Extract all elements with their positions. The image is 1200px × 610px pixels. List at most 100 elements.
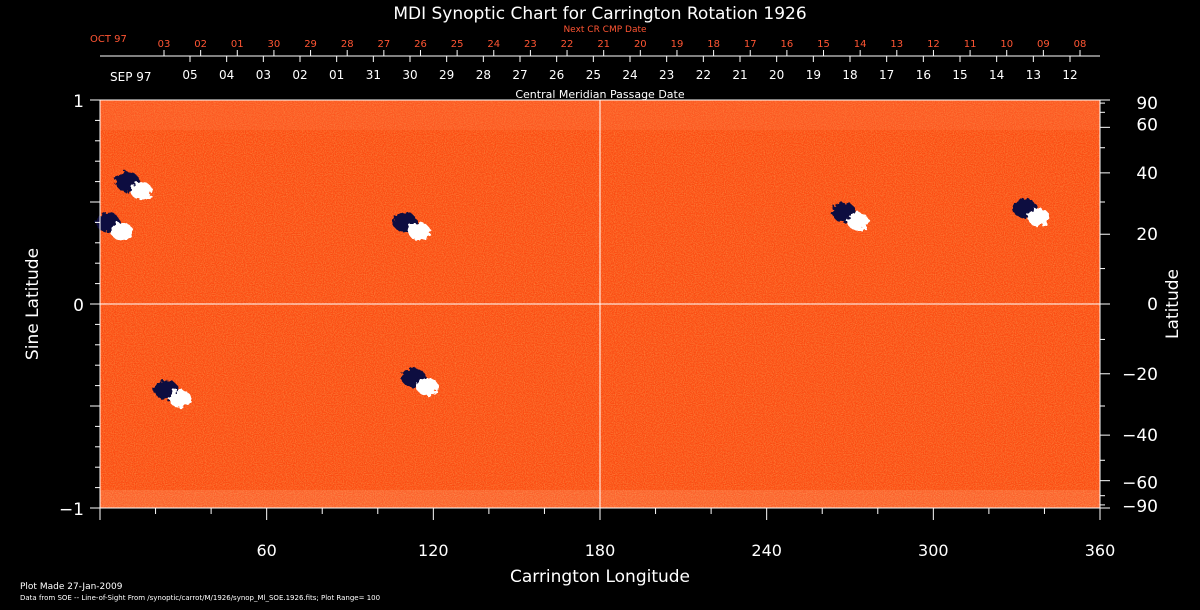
left-axis: 1 0 −1 <box>59 92 100 520</box>
next-cr-date-label: 22 <box>561 39 574 50</box>
top-date-label: 28 <box>476 68 491 82</box>
top-date-label: 17 <box>879 68 894 82</box>
data-source-text: Data from SOE -- Line-of-Sight From /syn… <box>20 594 380 602</box>
next-cr-date-label: 27 <box>377 39 390 50</box>
top-date-label: 21 <box>732 68 747 82</box>
top-date-label: 20 <box>769 68 784 82</box>
top-axis-label: Central Meridian Passage Date <box>515 88 684 101</box>
active-region <box>115 171 153 200</box>
y-tick-label-right: 20 <box>1136 225 1158 245</box>
y-tick-label-right: 0 <box>1147 295 1158 315</box>
next-cr-date-label: 13 <box>890 39 903 50</box>
top-date-label: 23 <box>659 68 674 82</box>
next-cr-date-label: 11 <box>964 39 977 50</box>
next-cr-date-label: 12 <box>927 39 940 50</box>
next-cr-date-label: 08 <box>1074 39 1087 50</box>
active-region <box>95 212 133 241</box>
y-tick-label-right: 40 <box>1136 164 1158 184</box>
next-cr-date-label: 25 <box>451 39 464 50</box>
next-cr-date-label: 28 <box>341 39 354 50</box>
top-date-label: 18 <box>842 68 857 82</box>
x-tick-label: 240 <box>751 541 782 560</box>
y-tick-label-right: 90 <box>1136 94 1158 114</box>
positive-polarity <box>416 377 439 396</box>
top-date-label: 26 <box>549 68 564 82</box>
next-cr-label: Next CR CMP Date <box>563 25 647 35</box>
positive-polarity <box>110 222 133 241</box>
top-date-label: 19 <box>806 68 821 82</box>
active-region <box>154 379 192 408</box>
chart-title: MDI Synoptic Chart for Carrington Rotati… <box>393 4 806 24</box>
y-axis-label-left: Sine Latitude <box>23 248 43 360</box>
next-cr-date-label: 14 <box>854 39 867 50</box>
next-cr-date-label: 21 <box>597 39 610 50</box>
positive-polarity <box>408 222 431 241</box>
next-cr-dates: 03 02 01 30 29 28 27 26 25 24 23 22 21 20 19 18 17 16 15 14… <box>158 39 1087 56</box>
top-date-label: 04 <box>219 68 234 82</box>
next-cr-date-label: 30 <box>268 39 281 50</box>
top-date-label: 30 <box>402 68 417 82</box>
x-tick-label: 180 <box>585 541 616 560</box>
y-tick-label-left: 1 <box>73 92 84 112</box>
active-region <box>401 367 439 396</box>
next-cr-date-label: 24 <box>487 39 500 50</box>
next-cr-date-label: 23 <box>524 39 537 50</box>
x-axis-label: Carrington Longitude <box>510 567 690 587</box>
active-region <box>1012 198 1050 227</box>
next-cr-date-label: 29 <box>304 39 317 50</box>
top-date-label: 15 <box>952 68 967 82</box>
top-date-label: 27 <box>512 68 527 82</box>
top-date-label: 12 <box>1062 68 1077 82</box>
active-regions <box>95 171 1050 408</box>
y-tick-label-right: −60 <box>1122 474 1158 494</box>
top-date-label: 24 <box>622 68 637 82</box>
y-tick-label-right: −20 <box>1122 365 1158 385</box>
x-tick-label: 60 <box>256 541 276 560</box>
next-cr-date-label: 01 <box>231 39 244 50</box>
next-cr-date-label: 18 <box>707 39 720 50</box>
next-cr-date-label: 20 <box>634 39 647 50</box>
next-cr-date-label: 02 <box>194 39 207 50</box>
positive-polarity <box>169 389 192 408</box>
y-axis-label-right: Latitude <box>1163 269 1183 339</box>
next-cr-date-label: 26 <box>414 39 427 50</box>
next-cr-date-label: 15 <box>817 39 830 50</box>
top-date-label: 25 <box>586 68 601 82</box>
y-tick-label-left: −1 <box>59 500 84 520</box>
top-date-label: 05 <box>182 68 197 82</box>
top-axis-dates: 05 04 03 02 01 31 30 29 28 27 26 25 24 23 22 21 20 19 18 17… <box>182 56 1078 82</box>
y-tick-label-right: −90 <box>1122 497 1158 517</box>
top-date-label: 31 <box>366 68 381 82</box>
top-date-label: 03 <box>256 68 271 82</box>
active-region <box>832 202 869 231</box>
x-tick-label: 360 <box>1085 541 1116 560</box>
positive-polarity <box>847 212 869 231</box>
top-axis-month-label: SEP 97 <box>110 70 152 84</box>
active-region <box>393 212 431 241</box>
top-date-label: 13 <box>1026 68 1041 82</box>
top-date-label: 29 <box>439 68 454 82</box>
next-cr-date-label: 10 <box>1000 39 1013 50</box>
top-date-label: 02 <box>292 68 307 82</box>
positive-polarity <box>130 181 153 200</box>
x-tick-label: 120 <box>418 541 449 560</box>
next-cr-date-label: 09 <box>1037 39 1050 50</box>
positive-polarity <box>1027 208 1050 227</box>
next-cr-date-label: 03 <box>158 39 171 50</box>
next-cr-date-label: 16 <box>781 39 794 50</box>
bottom-axis: 60 120 180 240 300 360 <box>99 508 1116 560</box>
next-cr-date-label: 17 <box>744 39 757 50</box>
x-tick-label: 300 <box>918 541 949 560</box>
top-date-label: 22 <box>696 68 711 82</box>
magnetogram-map <box>95 99 1101 509</box>
top-date-label: 14 <box>989 68 1004 82</box>
top-date-label: 16 <box>916 68 931 82</box>
y-tick-label-right: 60 <box>1136 115 1158 135</box>
next-cr-date-label: 19 <box>671 39 684 50</box>
next-cr-month-label: OCT 97 <box>90 34 127 45</box>
y-tick-label-left: 0 <box>73 296 84 316</box>
top-date-label: 01 <box>329 68 344 82</box>
plot-made-text: Plot Made 27-Jan-2009 <box>20 582 123 592</box>
